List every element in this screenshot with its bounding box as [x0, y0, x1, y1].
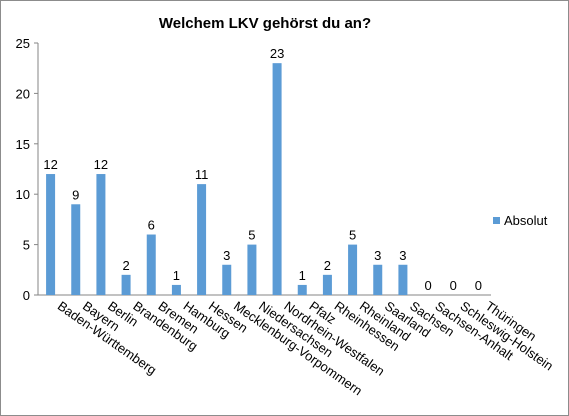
- legend: Absolut: [493, 213, 548, 228]
- legend-label-absolut: Absolut: [504, 213, 548, 228]
- data-label: 5: [248, 228, 255, 243]
- data-label: 0: [475, 278, 482, 293]
- data-label: 12: [43, 157, 57, 172]
- data-label: 0: [450, 278, 457, 293]
- data-label: 12: [94, 157, 108, 172]
- category-labels: Baden-WürttembergBayernBerlinBrandenburg…: [55, 298, 556, 398]
- y-tick-label: 5: [23, 238, 30, 253]
- data-label: 1: [299, 268, 306, 283]
- data-label: 5: [349, 228, 356, 243]
- bar: [71, 204, 81, 295]
- bar: [398, 264, 408, 295]
- data-label: 3: [374, 248, 381, 263]
- data-label: 0: [424, 278, 431, 293]
- bars-series-absolut: [46, 63, 408, 295]
- bar: [96, 174, 106, 295]
- data-label: 1: [173, 268, 180, 283]
- data-label: 2: [122, 258, 129, 273]
- data-label: 23: [270, 46, 284, 61]
- bar: [322, 274, 332, 295]
- data-label: 6: [148, 218, 155, 233]
- bar: [121, 274, 131, 295]
- y-tick-label: 20: [16, 86, 30, 101]
- data-label: 2: [324, 258, 331, 273]
- bar: [46, 174, 56, 295]
- y-tick-label: 10: [16, 187, 30, 202]
- bar: [146, 234, 156, 295]
- data-label: 11: [195, 167, 209, 182]
- data-label: 9: [72, 187, 79, 202]
- data-label: 3: [223, 248, 230, 263]
- bar: [297, 284, 307, 295]
- legend-swatch: [493, 217, 500, 224]
- y-tick-label: 15: [16, 137, 30, 152]
- bar: [272, 63, 282, 295]
- bar: [348, 244, 358, 295]
- y-tick-label: 0: [23, 288, 30, 303]
- bar: [373, 264, 383, 295]
- data-label: 3: [399, 248, 406, 263]
- y-tick-label: 25: [16, 36, 30, 51]
- bar: [197, 184, 207, 295]
- bar: [247, 244, 257, 295]
- bar: [171, 284, 181, 295]
- chart-title: Welchem LKV gehörst du an?: [159, 15, 371, 32]
- bar: [222, 264, 232, 295]
